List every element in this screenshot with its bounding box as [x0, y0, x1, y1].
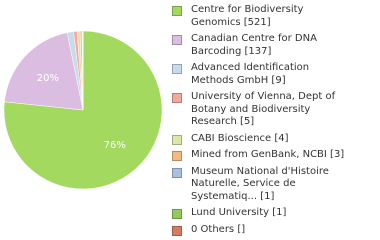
legend-swatch: [172, 167, 182, 178]
legend-item: Centre for Biodiversity Genomics [521]: [172, 4, 352, 29]
legend-item: 0 Others []: [172, 224, 352, 237]
legend-label: Centre for Biodiversity Genomics [521]: [191, 4, 304, 28]
legend-label: Advanced Identification Methods GmbH [9]: [191, 62, 310, 86]
legend-label: Museum National d'Histoire Naturelle, Se…: [191, 165, 329, 202]
legend-item: Advanced Identification Methods GmbH [9]: [172, 62, 352, 87]
legend-item: Museum National d'Histoire Naturelle, Se…: [172, 166, 352, 204]
legend-label: Lund University [1]: [191, 207, 287, 218]
legend-item: Mined from GenBank, NCBI [3]: [172, 149, 352, 162]
legend-swatch: [172, 225, 182, 236]
legend-swatch: [172, 93, 182, 103]
legend-label: 0 Others []: [191, 223, 246, 235]
legend-item: CABI Bioscience [4]: [172, 133, 352, 146]
legend-swatch: [172, 151, 182, 161]
pie-slice: [4, 32, 84, 111]
pie: 76% 20%: [3, 30, 163, 190]
legend-swatch: [172, 134, 182, 145]
legend-label: CABI Bioscience [4]: [191, 132, 289, 144]
legend-label: Canadian Centre for DNA Barcoding [137]: [191, 33, 317, 57]
slice-label: 76%: [104, 140, 126, 151]
slice-label: 20%: [37, 73, 59, 84]
legend-label: University of Vienna, Dept of Botany and…: [191, 91, 336, 127]
legend-item: Lund University [1]: [172, 207, 352, 220]
legend-label: Mined from GenBank, NCBI [3]: [191, 149, 345, 160]
legend-swatch: [172, 209, 182, 219]
legend-swatch: [172, 6, 182, 16]
legend-item: Canadian Centre for DNA Barcoding [137]: [172, 33, 352, 58]
legend-swatch: [172, 35, 182, 45]
legend: Centre for Biodiversity Genomics [521] Ca…: [172, 4, 352, 240]
legend-swatch: [172, 64, 182, 74]
legend-item: University of Vienna, Dept of Botany and…: [172, 91, 352, 129]
